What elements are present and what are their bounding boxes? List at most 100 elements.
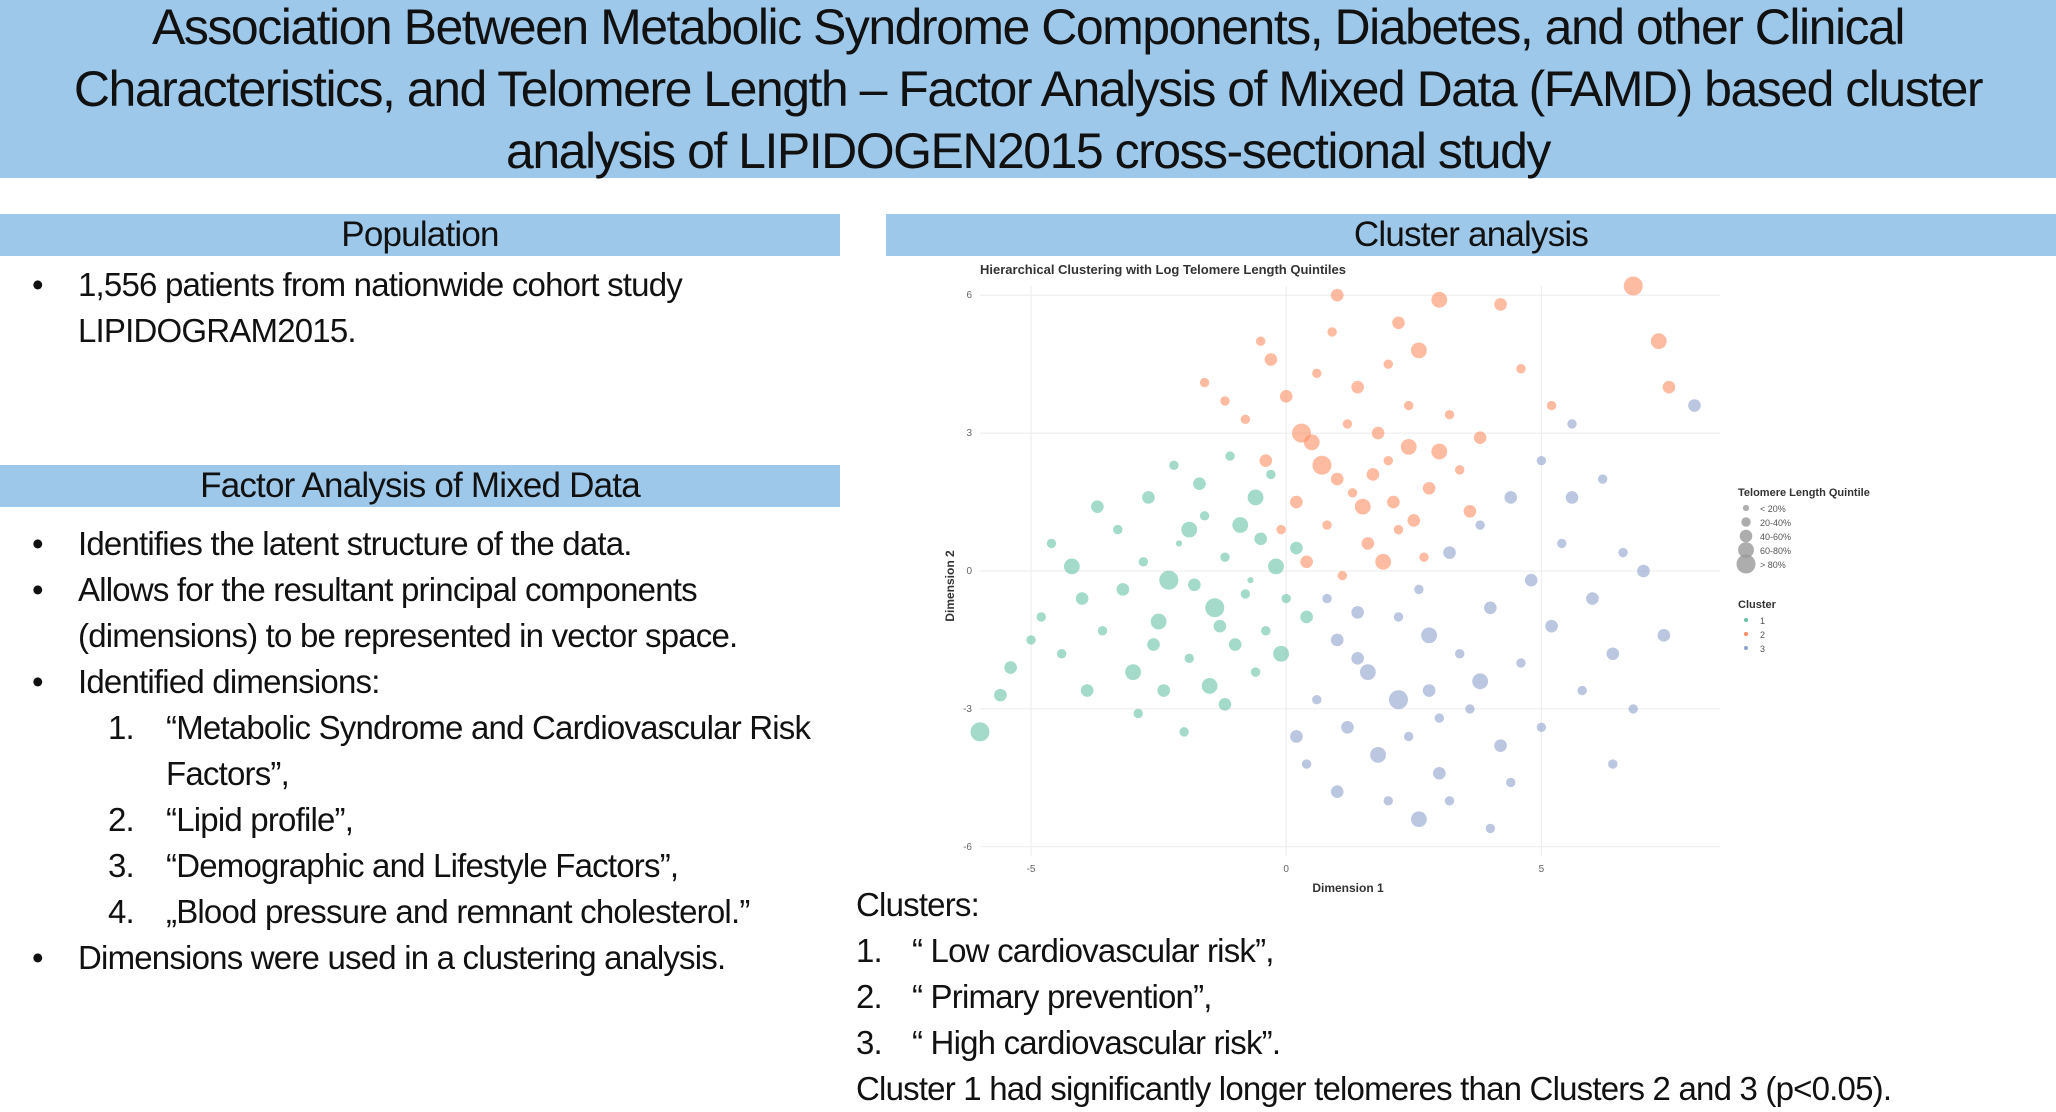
y-tick-label: -6 (963, 842, 972, 853)
cluster-3-point (1516, 658, 1526, 668)
cluster-1-point (1097, 626, 1108, 636)
cluster-1-point (1159, 570, 1179, 590)
dimension-number: 4. (108, 893, 135, 930)
cluster-2-point (1366, 468, 1380, 481)
cluster-1-point (970, 722, 990, 742)
cluster-1-point (1300, 610, 1313, 624)
dimension-label: „Blood pressure and remnant cholesterol.… (166, 893, 750, 930)
cluster-3-point (1557, 538, 1567, 549)
size-legend: Telomere Length Quintile < 20% 20-40% 40-6… (1736, 487, 1870, 574)
cluster-3-point (1312, 695, 1322, 705)
dimension-item: 4. „Blood pressure and remnant cholestero… (0, 889, 820, 935)
cluster-2-point (1650, 333, 1667, 350)
cluster-3-point (1422, 684, 1436, 697)
cluster-2-point (1463, 504, 1477, 518)
cluster-3-point (1524, 573, 1538, 587)
cluster-3-point (1565, 491, 1579, 504)
cluster-2-point (1347, 488, 1358, 498)
cluster-3-point (1421, 627, 1438, 644)
population-heading: Population (0, 214, 840, 256)
cluster-3-point (1414, 584, 1424, 595)
cluster-2-point (1290, 495, 1303, 509)
size-legend-label: > 80% (1760, 560, 1786, 570)
cluster-2-point (1494, 298, 1507, 311)
cluster-3-point (1494, 739, 1507, 752)
dimension-number: 1. (108, 709, 135, 746)
cluster-legend-key (1744, 632, 1748, 636)
size-legend-title: Telomere Length Quintile (1738, 487, 1870, 499)
cluster-3-point (1370, 746, 1386, 763)
clusters-heading: Clusters: (856, 886, 980, 923)
cluster-1-point (1199, 511, 1210, 521)
clusters-conclusion: Cluster 1 had significantly longer telom… (856, 1070, 1892, 1107)
cluster-3-point (1322, 593, 1332, 604)
cluster-2-point (1337, 570, 1348, 581)
cluster-3-point (1506, 777, 1516, 788)
famd-bullet: Allows for the resultant principal compo… (0, 567, 820, 659)
cluster-2-point (1259, 454, 1273, 467)
y-tick-label: 3 (966, 428, 972, 439)
size-legend-key (1736, 554, 1756, 574)
cluster-2-point (1371, 426, 1385, 440)
cluster-3-point (1608, 759, 1618, 769)
cluster-3-point (1410, 811, 1427, 828)
size-legend-label: < 20% (1760, 504, 1786, 514)
y-tick-label: -3 (963, 704, 972, 715)
cluster-1-point (1138, 557, 1149, 567)
cluster-2-point (1410, 342, 1427, 359)
cluster-legend-label: 2 (1760, 630, 1765, 640)
cluster-3-point (1434, 713, 1445, 723)
cluster-1-point (1113, 524, 1123, 535)
cluster-2-point (1383, 359, 1393, 369)
cluster-item: 2. “ Primary prevention”, (856, 974, 1891, 1020)
chart-axis-ticks: -5 0 5 6 3 0 -3 -6 (963, 290, 1545, 875)
dimension-label: “Lipid profile”, (166, 801, 354, 838)
cluster-1-point (1273, 645, 1290, 662)
cluster-3-point (1545, 619, 1558, 633)
cluster-label: “ Low cardiovascular risk”, (912, 932, 1274, 969)
cluster-3-point (1433, 766, 1446, 780)
cluster-1-point (1125, 664, 1142, 681)
dimension-number: 2. (108, 801, 135, 838)
cluster-2-point (1312, 368, 1322, 379)
cluster-3-point (1443, 546, 1456, 559)
cluster-2-point (1407, 514, 1421, 527)
x-axis-label: Dimension 1 (1312, 881, 1384, 895)
cluster-2-point (1300, 555, 1313, 569)
population-bullet: 1,556 patients from nationwide cohort st… (0, 262, 800, 354)
cluster-3-point (1341, 720, 1354, 734)
cluster-3-point (1628, 704, 1638, 714)
cluster-1-point (1240, 589, 1251, 599)
cluster-number: 2. (856, 978, 883, 1015)
cluster-3-point (1618, 547, 1628, 558)
clusters-section: Clusters: 1. “ Low cardiovascular risk”, … (856, 882, 1892, 1112)
size-legend-key (1739, 529, 1753, 543)
cluster-1-point (1254, 532, 1267, 546)
cluster-3-point (1403, 731, 1414, 742)
size-legend-key (1741, 517, 1751, 527)
cluster-2-point (1327, 327, 1337, 337)
famd-bullet: Dimensions were used in a clustering ana… (0, 935, 820, 981)
cluster-3-point (1637, 564, 1650, 578)
cluster-2-point (1419, 552, 1429, 562)
cluster-3-point (1688, 399, 1701, 412)
cluster-3-point (1330, 785, 1344, 798)
cluster-scatter-chart: Hierarchical Clustering with Log Telomer… (943, 262, 1870, 895)
cluster-1-point (1213, 619, 1227, 633)
cluster-2-point (1431, 291, 1448, 308)
cluster-1-point (1056, 649, 1067, 659)
cluster-legend-key (1744, 618, 1748, 622)
dimension-item: 2. “Lipid profile”, (0, 797, 820, 843)
cluster-3-point (1393, 612, 1404, 622)
cluster-2-point (1354, 498, 1371, 515)
size-legend-key (1738, 542, 1754, 558)
cluster-1-point (1063, 558, 1080, 575)
cluster-2-point (1392, 316, 1405, 330)
cluster-3-point (1536, 455, 1547, 466)
cluster-1-point (1266, 469, 1276, 480)
cluster-3-point (1567, 419, 1577, 429)
y-tick-label: 6 (966, 290, 972, 301)
cluster-1-point (1220, 552, 1230, 562)
cluster-1-point (1201, 678, 1218, 694)
cluster-1-point (1268, 558, 1284, 575)
